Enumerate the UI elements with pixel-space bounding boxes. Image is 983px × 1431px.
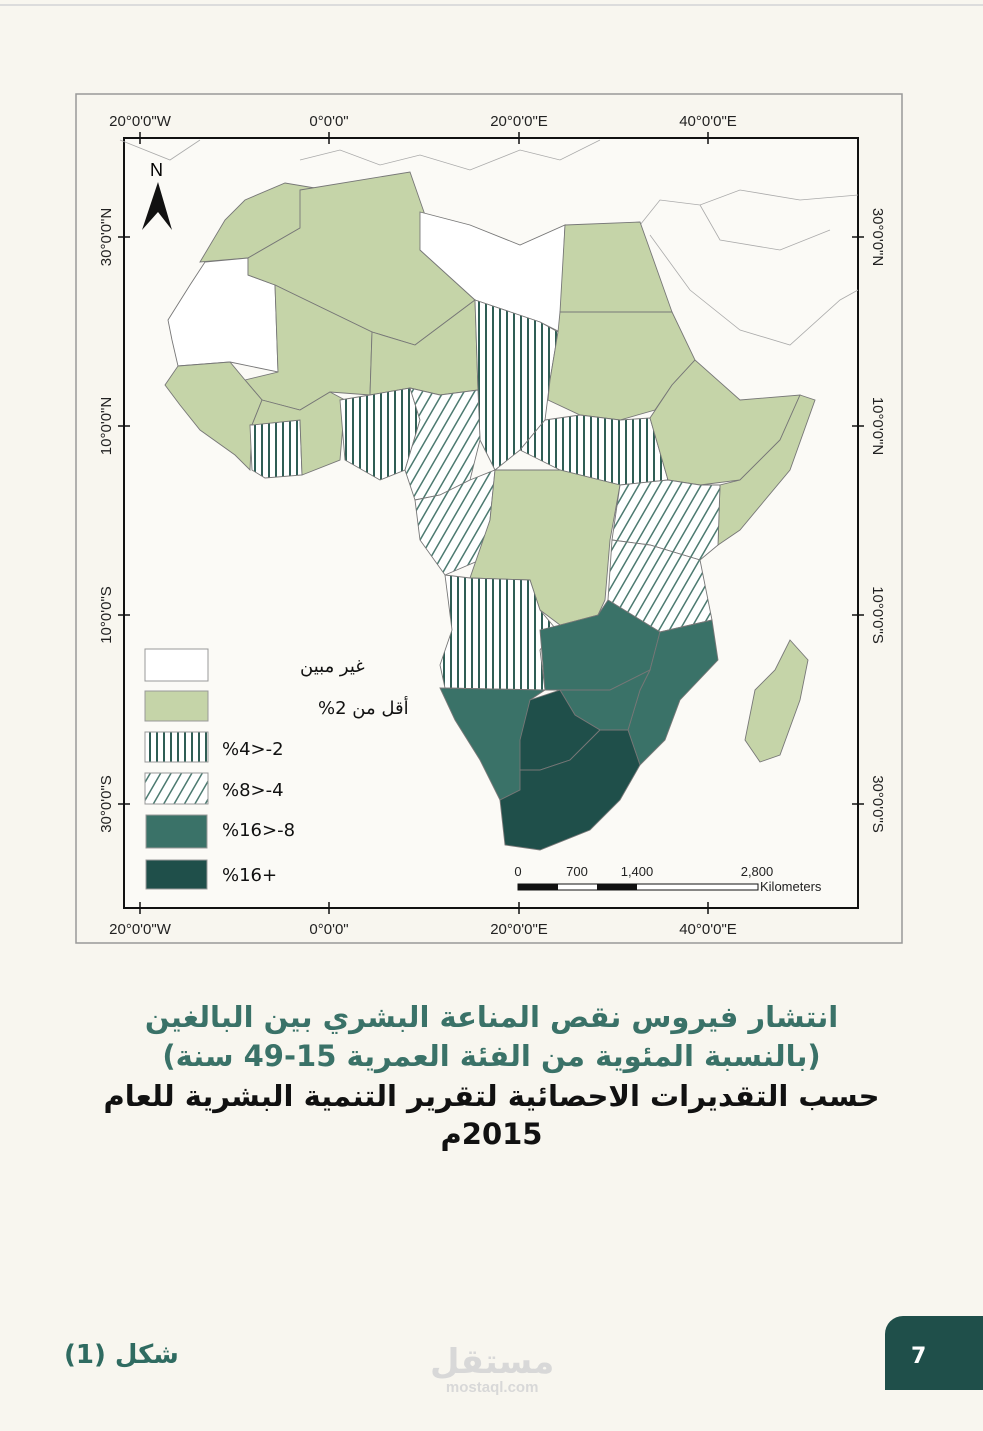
lat-label: 30°0'0"S <box>869 775 886 833</box>
legend-swatch-under-2 <box>144 690 209 722</box>
lat-label: 10°0'0"S <box>869 586 886 644</box>
country-cote-divoire <box>249 419 303 479</box>
lat-label: 10°0'0"N <box>869 397 886 455</box>
lon-label: 40°0'0"E <box>679 921 737 938</box>
legend: غير مبين أقل من 2% %4>-2 %8>-4 %16>-8 %1… <box>144 648 409 890</box>
watermark: مستقل mostaql.com <box>430 1342 555 1396</box>
figure-label: شكل (1) <box>64 1340 179 1370</box>
legend-label: أقل من 2% <box>318 696 409 719</box>
lat-label: 30°0'0"N <box>98 208 115 266</box>
lon-label: 20°0'0"E <box>490 113 548 130</box>
top-divider <box>0 4 983 6</box>
legend-swatch-2-4 <box>144 731 209 763</box>
legend-swatch-4-8 <box>144 772 209 805</box>
lon-label: 0°0'0" <box>309 113 348 130</box>
svg-text:N: N <box>150 160 163 180</box>
legend-swatch-8-16 <box>145 814 208 849</box>
legend-swatch-undefined <box>144 648 209 682</box>
svg-text:2,800: 2,800 <box>741 864 774 879</box>
page-number-badge: 7 <box>885 1316 983 1390</box>
country-west-coast <box>164 361 263 472</box>
scale-bar: 0 700 1,400 2,800 Kilometers <box>514 864 822 894</box>
caption-line-3: حسب التقديرات الاحصائية لتقرير التنمية ا… <box>103 1079 880 1113</box>
caption-line-1: انتشار فيروس نقص المناعة البشري بين البا… <box>144 1000 839 1034</box>
africa-hiv-map: N 20°0'0"W 0°0'0" 20°0'0"E 40°0'0"E 20°0… <box>75 93 903 944</box>
lon-label: 20°0'0"E <box>490 921 548 938</box>
svg-text:Kilometers: Kilometers <box>760 879 822 894</box>
lon-label: 20°0'0"W <box>109 113 172 130</box>
latitude-labels-right: 30°0'0"N 10°0'0"N 10°0'0"S 30°0'0"S <box>869 208 886 833</box>
legend-label: %16>-8 <box>222 820 295 841</box>
svg-text:0: 0 <box>514 864 521 879</box>
latitude-labels-left: 30°0'0"N 10°0'0"N 10°0'0"S 30°0'0"S <box>98 208 115 833</box>
background-outlines <box>119 139 859 346</box>
legend-label: %8>-4 <box>222 780 284 801</box>
lon-label: 40°0'0"E <box>679 113 737 130</box>
lat-label: 30°0'0"S <box>98 775 115 833</box>
longitude-labels-top: 20°0'0"W 0°0'0" 20°0'0"E 40°0'0"E <box>109 113 737 130</box>
caption-line-2: (بالنسبة المئوية من الفئة العمرية 15-49 … <box>162 1039 821 1073</box>
legend-label: %16+ <box>222 865 277 886</box>
country-angola <box>439 574 556 691</box>
country-madagascar <box>744 639 809 763</box>
lon-label: 0°0'0" <box>309 921 348 938</box>
svg-text:700: 700 <box>566 864 588 879</box>
lat-label: 10°0'0"N <box>98 397 115 455</box>
page-number: 7 <box>911 1344 927 1369</box>
countries <box>164 171 816 851</box>
lat-label: 30°0'0"N <box>869 208 886 266</box>
lon-label: 20°0'0"W <box>109 921 172 938</box>
legend-swatch-16-plus <box>145 859 208 890</box>
caption-line-4: 2015م <box>440 1117 543 1151</box>
lat-label: 10°0'0"S <box>98 586 115 644</box>
svg-text:1,400: 1,400 <box>621 864 654 879</box>
country-south-africa <box>499 729 641 851</box>
country-ghana-burkina <box>251 391 346 476</box>
legend-label: %4>-2 <box>222 739 284 760</box>
north-arrow: N <box>142 160 172 230</box>
country-egypt <box>559 221 673 313</box>
longitude-labels-bottom: 20°0'0"W 0°0'0" 20°0'0"E 40°0'0"E <box>109 921 737 938</box>
legend-label: غير مبين <box>300 656 365 677</box>
graticule-ticks <box>118 132 864 914</box>
